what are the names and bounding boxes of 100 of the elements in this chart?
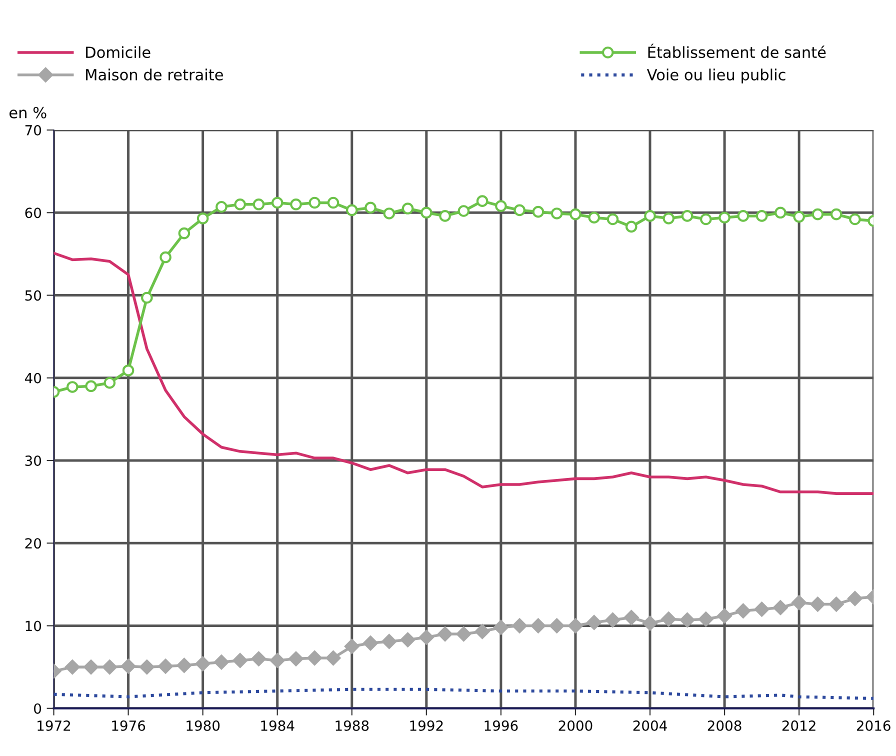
point — [418, 630, 434, 645]
point — [772, 600, 788, 616]
point — [364, 202, 376, 214]
point — [493, 620, 509, 635]
point — [362, 636, 378, 651]
x-tick-label: 2000 — [558, 720, 592, 731]
x-tick-label: 2004 — [633, 720, 667, 731]
point — [216, 200, 228, 213]
point — [176, 658, 192, 673]
point — [495, 200, 507, 212]
point — [214, 654, 230, 670]
point — [160, 251, 172, 264]
point — [139, 659, 154, 675]
point — [792, 595, 807, 610]
y-axis-title: en % — [10, 106, 46, 118]
point — [476, 195, 488, 207]
point — [550, 208, 563, 220]
point — [568, 618, 584, 634]
x-tick-label: 1992 — [410, 720, 443, 731]
y-tick-label: 20 — [25, 538, 42, 549]
point — [642, 616, 658, 631]
point — [120, 658, 136, 674]
point — [158, 658, 174, 674]
x-tick-label: 1984 — [261, 720, 294, 731]
point — [122, 364, 134, 376]
point — [232, 652, 248, 668]
point — [288, 651, 304, 666]
y-tick-label: 50 — [25, 290, 42, 301]
point — [402, 202, 414, 214]
point — [849, 213, 861, 226]
point — [458, 205, 470, 217]
point — [606, 213, 619, 226]
point — [737, 210, 750, 222]
point — [85, 380, 97, 392]
point — [196, 212, 209, 224]
y-tick-label: 30 — [25, 455, 42, 466]
point — [104, 376, 116, 389]
x-tick-label: 1972 — [38, 720, 70, 731]
point — [290, 198, 302, 210]
point — [346, 204, 358, 216]
point — [514, 204, 526, 216]
point — [102, 659, 118, 675]
point — [774, 206, 786, 219]
x-tick-label: 2012 — [782, 720, 816, 731]
point — [66, 381, 78, 393]
x-tick-label: 2008 — [708, 720, 742, 731]
point — [756, 210, 768, 222]
x-tick-label: 1996 — [484, 720, 518, 731]
point — [661, 612, 676, 627]
point — [383, 208, 396, 220]
point — [178, 227, 190, 240]
point — [570, 208, 582, 220]
x-tick-label: 1976 — [112, 720, 146, 731]
legend-label: Voie ou lieu public — [646, 68, 786, 84]
y-tick-label: 10 — [26, 620, 42, 632]
point — [812, 208, 824, 220]
x-tick-label: 1988 — [336, 720, 369, 731]
y-tick-label: 60 — [25, 208, 42, 218]
point — [736, 603, 751, 618]
point — [420, 206, 432, 219]
point — [588, 212, 600, 224]
point — [644, 210, 656, 222]
point — [400, 632, 416, 648]
point — [700, 213, 712, 226]
point — [234, 198, 246, 210]
y-tick-label: 0 — [34, 703, 42, 714]
point — [141, 292, 153, 304]
point — [474, 624, 490, 640]
point — [512, 618, 528, 634]
point — [271, 196, 284, 209]
point — [605, 612, 620, 628]
point — [793, 210, 805, 223]
point — [830, 208, 842, 220]
point — [270, 652, 285, 668]
point — [308, 196, 321, 209]
point — [754, 602, 770, 617]
point — [252, 198, 265, 210]
x-tick-label: 1980 — [186, 720, 220, 731]
point — [624, 610, 639, 626]
point — [716, 608, 732, 624]
point — [437, 626, 453, 642]
y-tick-label: 40 — [24, 372, 42, 384]
legend-label: Établissement de santé — [648, 44, 826, 58]
point — [326, 650, 341, 666]
point — [456, 626, 472, 642]
point — [586, 614, 602, 630]
legend-label: Maison de retraite — [86, 68, 223, 80]
y-tick-label: 70 — [25, 125, 42, 136]
point — [344, 638, 360, 654]
point — [195, 656, 210, 672]
point — [549, 618, 564, 634]
point — [680, 612, 695, 628]
point — [382, 634, 397, 650]
point — [532, 206, 544, 218]
point — [698, 612, 714, 627]
point — [439, 210, 451, 222]
point — [307, 650, 322, 666]
legend-label: Domicile — [86, 46, 150, 58]
point — [327, 196, 340, 209]
line-series — [54, 688, 874, 700]
